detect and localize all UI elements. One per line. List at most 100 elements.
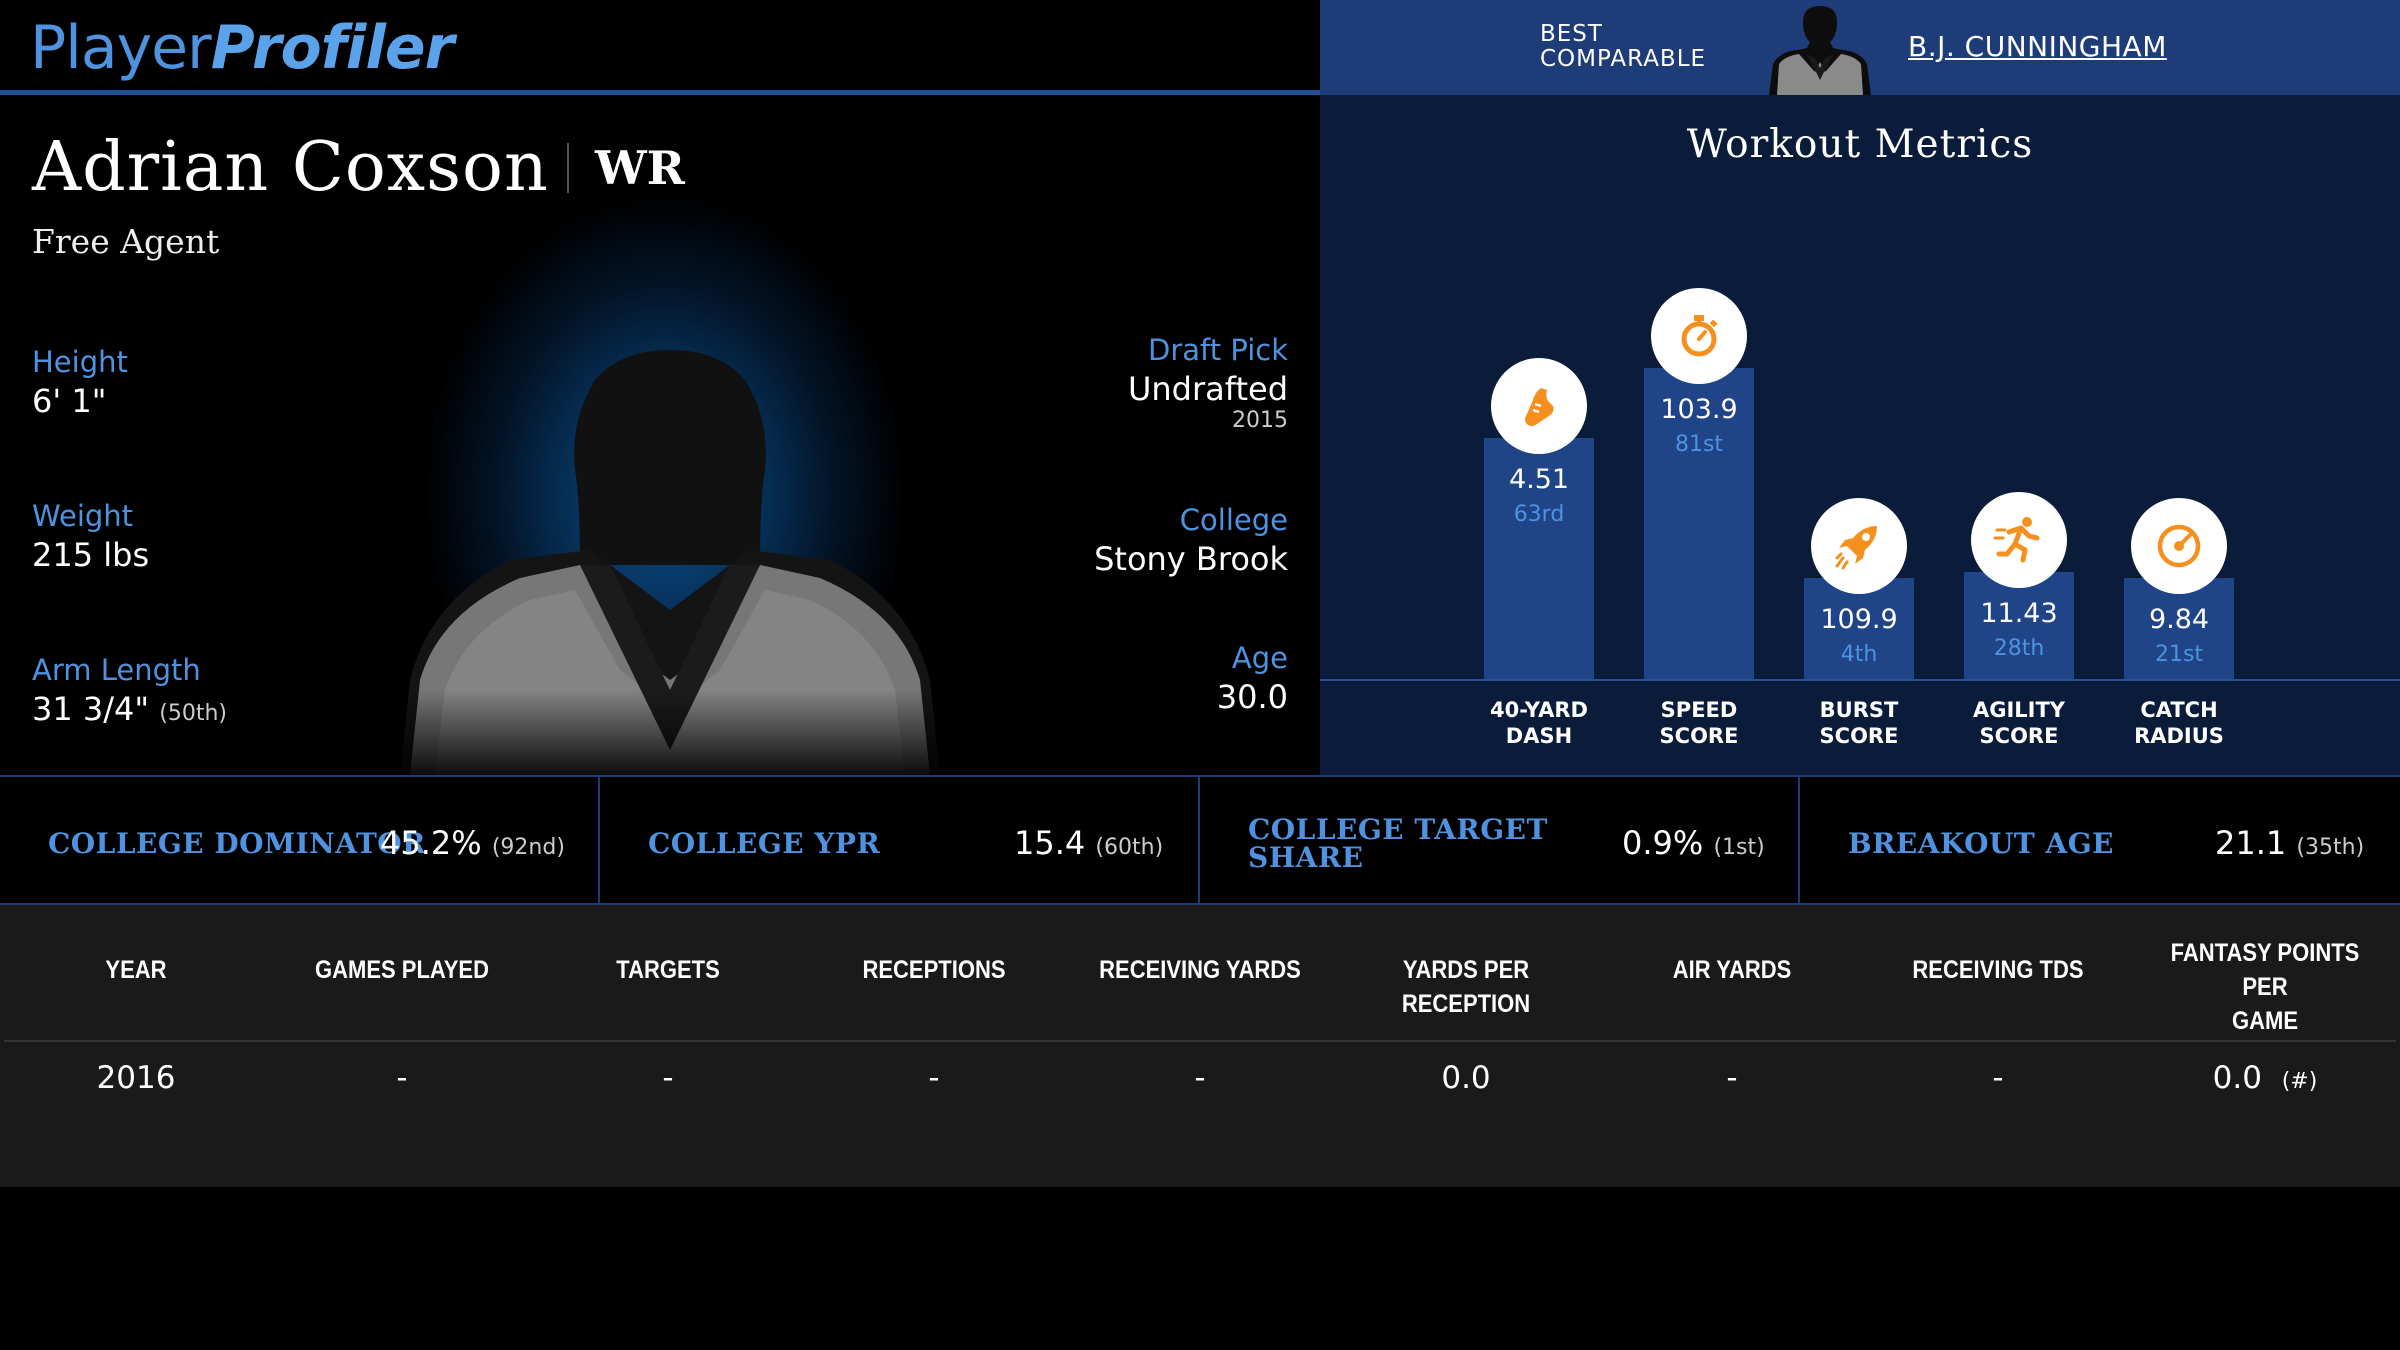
metric-label: 40-YARD DASH	[1459, 697, 1619, 749]
college-label: College	[1179, 503, 1288, 537]
metric-percentile: 21st	[2154, 642, 2204, 667]
metric-label-line2: DASH	[1505, 724, 1573, 748]
stat-value: 21.1 (35th)	[2215, 824, 2364, 862]
player-profiler-logo[interactable]: PlayerProfiler	[30, 12, 454, 84]
player-silhouette	[380, 350, 960, 775]
metric-bar	[1804, 578, 1914, 679]
comparable-player-link[interactable]: B.J. CUNNINGHAM	[1908, 30, 2167, 63]
comparable-label-line2: COMPARABLE	[1540, 46, 1707, 72]
cell-games-played: -	[396, 1060, 408, 1096]
metric-label: SPEED SCORE	[1619, 697, 1779, 749]
logo-word-player: Player	[30, 13, 212, 83]
metric-label-line2: RADIUS	[2134, 724, 2224, 748]
season-stats-table	[0, 905, 2400, 1187]
header-underline	[0, 90, 1320, 95]
height-label: Height	[32, 345, 128, 379]
stat-name: BREAKOUT AGE	[1848, 827, 2114, 860]
stat-number: 15.4	[1014, 824, 1086, 862]
stopwatch-icon	[1681, 315, 1718, 357]
comparable-player-silhouette	[1755, 2, 1885, 95]
stat-number: 21.1	[2215, 824, 2287, 862]
player-name: Adrian Coxson	[32, 128, 549, 207]
height-value: 6' 1"	[32, 382, 107, 420]
cell-year: 2016	[96, 1060, 176, 1096]
metric-label-line2: SCORE	[1659, 724, 1739, 748]
col-yards-per-reception: YARDS PER RECEPTION	[1401, 956, 1531, 1018]
col-receiving-yards: RECEIVING YARDS	[1099, 956, 1301, 984]
metric-percentile: 63rd	[1513, 502, 1565, 527]
col-games-played: GAMES PLAYED	[314, 956, 489, 984]
metric-label: CATCH RADIUS	[2099, 697, 2259, 749]
metric-value: 109.9	[1820, 604, 1898, 635]
col-header-line2: GAME	[2232, 1007, 2298, 1035]
col-year: YEAR	[105, 956, 167, 984]
stat-breakout-age: BREAKOUT AGE 21.1 (35th)	[1800, 775, 2400, 905]
metric-percentile: 81st	[1674, 432, 1724, 457]
col-targets: TARGETS	[616, 956, 720, 984]
stat-college-target-share: COLLEGE TARGET SHARE 0.9% (1st)	[1200, 775, 1800, 905]
target-icon	[2157, 524, 2201, 568]
draft-year: 2015	[1232, 408, 1288, 433]
player-team: Free Agent	[32, 222, 220, 261]
stat-value: 15.4 (60th)	[1014, 824, 1163, 862]
metric-label-line1: SPEED	[1660, 698, 1738, 722]
logo-word-profiler: Profiler	[210, 13, 454, 83]
age-label: Age	[1231, 641, 1288, 675]
age-value: 30.0	[1216, 678, 1288, 716]
arm-length-percentile: (50th)	[159, 701, 228, 726]
table-header-rule	[4, 1040, 2396, 1042]
metric-label: AGILITY SCORE	[1939, 697, 2099, 749]
metric-bar	[1644, 368, 1754, 679]
draft-pick-value: Undrafted	[1127, 370, 1288, 408]
col-air-yards: AIR YARDS	[1672, 956, 1792, 984]
stat-percentile: (92nd)	[491, 835, 565, 860]
weight-value: 215 lbs	[32, 536, 150, 574]
arm-length-value: 31 3/4" (50th)	[32, 689, 227, 734]
stat-value: 45.2% (92nd)	[380, 824, 565, 862]
cell-receiving-yards: -	[1194, 1060, 1206, 1096]
stat-number: 45.2%	[380, 824, 482, 862]
col-fantasy-points-per-game: FANTASY POINTS PER GAME	[2150, 936, 2381, 1038]
player-position: WR	[595, 141, 685, 195]
col-header-line1: FANTASY POINTS PER	[2170, 939, 2360, 1001]
metric-bar	[1964, 572, 2074, 679]
stat-number: 0.9%	[1622, 824, 1704, 862]
shoe-icon	[1525, 388, 1554, 426]
col-receptions: RECEPTIONS	[862, 956, 1006, 984]
arm-length-number: 31 3/4"	[32, 690, 150, 728]
metric-percentile: 28th	[1993, 636, 2045, 661]
college-value: Stony Brook	[1094, 540, 1288, 578]
cell-yards-per-reception: 0.0	[1441, 1060, 1491, 1096]
metric-label-line1: AGILITY	[1972, 698, 2066, 722]
stat-value: 0.9% (1st)	[1622, 824, 1765, 862]
stat-name-line2: SHARE	[1248, 841, 1364, 874]
stat-college-dominator: COLLEGE DOMINATOR 45.2% (92nd)	[0, 775, 600, 905]
stat-name: COLLEGE TARGET SHARE	[1248, 816, 1548, 872]
stat-percentile: (35th)	[2296, 835, 2365, 860]
name-divider	[567, 143, 569, 193]
metric-label-line2: SCORE	[1979, 724, 2059, 748]
cell-fantasy-points-per-game: 0.0 (#)	[2140, 1060, 2390, 1096]
stopwatch-icon-badge	[1651, 288, 1747, 384]
rocket-icon	[1835, 526, 1877, 570]
cell-fppg-rank: (#)	[2281, 1069, 2318, 1094]
metric-label-line1: CATCH	[2140, 698, 2218, 722]
metric-value: 11.43	[1980, 598, 2058, 629]
metric-label-line1: 40-YARD	[1490, 698, 1588, 722]
stat-college-ypr: COLLEGE YPR 15.4 (60th)	[600, 775, 1200, 905]
runner-icon-badge	[1971, 492, 2067, 588]
cell-air-yards: -	[1726, 1060, 1738, 1096]
comparable-label-line1: BEST	[1540, 21, 1603, 47]
metric-label-line2: SCORE	[1819, 724, 1899, 748]
workout-baseline	[1320, 679, 2400, 681]
college-stats-strip	[0, 775, 2400, 905]
workout-metrics-title: Workout Metrics	[1686, 122, 2034, 167]
weight-label: Weight	[32, 499, 134, 533]
cell-fppg-value: 0.0	[2212, 1060, 2262, 1096]
cell-receiving-tds: -	[1992, 1060, 2004, 1096]
metric-bar	[2124, 578, 2234, 679]
metric-bar	[1484, 438, 1594, 679]
stat-percentile: (60th)	[1095, 835, 1164, 860]
metric-value: 9.84	[2148, 604, 2210, 635]
stat-name-line1: COLLEGE TARGET	[1248, 813, 1548, 846]
